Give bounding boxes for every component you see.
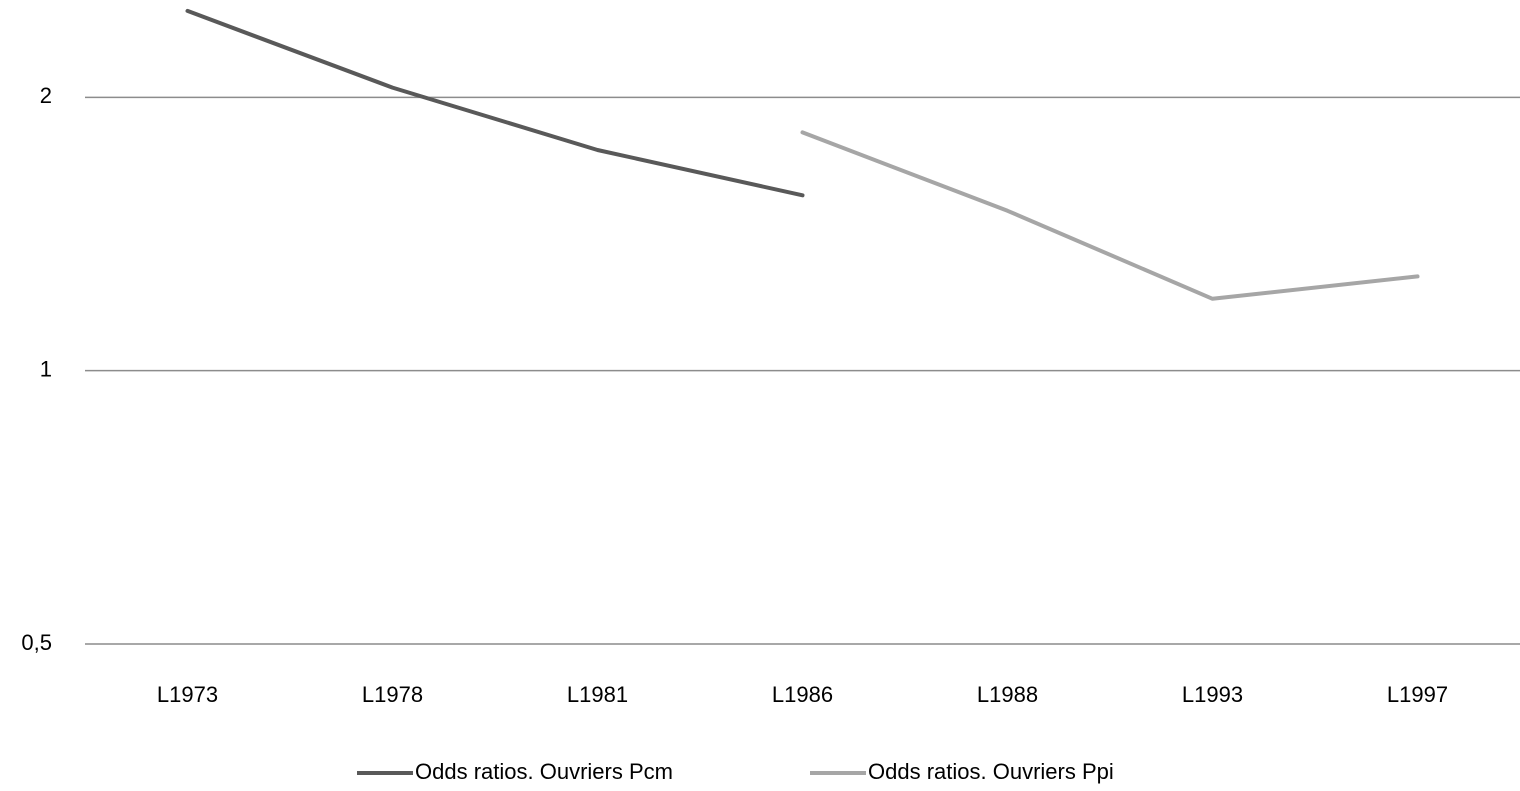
series-line: [800, 130, 1420, 301]
legend-label: Odds ratios. Ouvriers Ppi: [868, 759, 1114, 784]
x-tick-label: L1978: [362, 682, 423, 707]
x-tick-label: L1986: [772, 682, 833, 707]
y-tick-label: 0,5: [21, 630, 52, 655]
y-tick-label: 1: [40, 356, 52, 381]
x-tick-label: L1988: [977, 682, 1038, 707]
y-tick-label: 2: [40, 83, 52, 108]
x-tick-label: L1997: [1387, 682, 1448, 707]
x-tick-label: L1993: [1182, 682, 1243, 707]
series-line: [185, 8, 805, 198]
legend-label: Odds ratios. Ouvriers Pcm: [415, 759, 673, 784]
x-tick-label: L1973: [157, 682, 218, 707]
x-tick-label: L1981: [567, 682, 628, 707]
